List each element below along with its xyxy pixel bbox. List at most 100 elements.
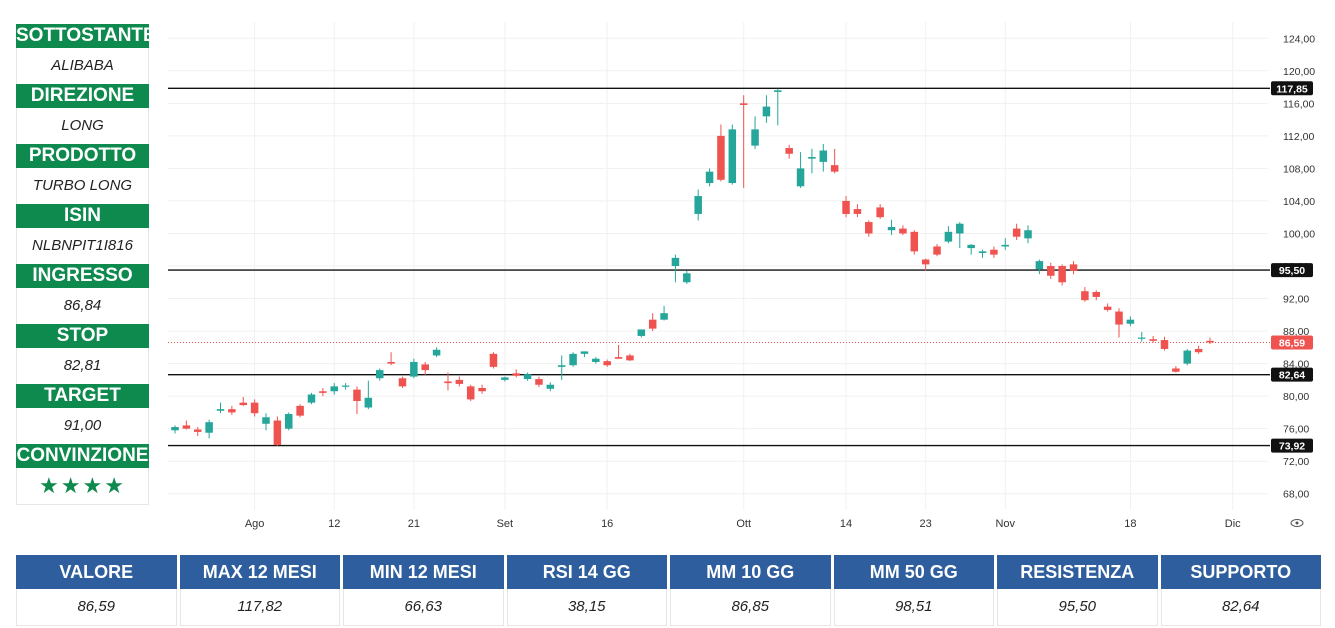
last-price-badge [1271, 335, 1313, 350]
candle-body [739, 103, 748, 105]
candle-body [182, 425, 191, 429]
candle-body [1024, 230, 1032, 239]
price-chart: 68,0072,0076,0080,0084,0088,0092,0096,00… [168, 22, 1315, 530]
candle-body [216, 409, 225, 411]
x-tick-label: 23 [920, 518, 932, 530]
sidebar-value: 86,84 [16, 288, 149, 324]
stats-value-cell: 98,51 [833, 589, 994, 626]
y-tick-label: 72,00 [1283, 456, 1309, 468]
candle-body [1194, 348, 1203, 353]
candle-body [899, 228, 907, 234]
candle-body [921, 259, 930, 265]
candle-body [592, 358, 600, 362]
level-label: 73,92 [1279, 441, 1305, 453]
candle-body [1035, 261, 1044, 270]
candle-body [683, 273, 691, 283]
candle-body [489, 353, 498, 367]
candle-body [319, 391, 327, 393]
candle-body [774, 90, 782, 92]
stats-header-row: VALORE MAX 12 MESI MIN 12 MESI RSI 14 GG MM … [16, 555, 1321, 589]
candle-body [671, 257, 680, 266]
eye-icon-pupil [1295, 521, 1299, 525]
candle-body [455, 379, 464, 384]
sidebar-label: ISIN [16, 204, 149, 228]
x-tick-label: Nov [995, 518, 1015, 530]
stats-header-cell: RESISTENZA [997, 555, 1158, 589]
signal-sidebar: SOTTOSTANTE ALIBABA DIREZIONE LONG PRODOTTO T… [16, 24, 156, 505]
candle-body [865, 222, 873, 234]
candle-body [705, 171, 714, 184]
candle-body [967, 244, 975, 249]
x-tick-label: Dic [1225, 518, 1241, 530]
candle-body [830, 165, 839, 172]
sidebar-label: TARGET [16, 384, 149, 408]
stats-header-cell: MAX 12 MESI [179, 555, 340, 589]
x-tick-label: 18 [1124, 518, 1136, 530]
candle-body [751, 129, 759, 146]
stats-header-cell: MM 50 GG [833, 555, 994, 589]
candle-body [284, 414, 293, 429]
candle-body [648, 319, 657, 329]
stats-header-cell: SUPPORTO [1160, 555, 1321, 589]
level-badge [1271, 263, 1313, 278]
candle-body [1047, 266, 1055, 276]
sidebar-value: 82,81 [16, 348, 149, 384]
candle-body [876, 207, 884, 218]
candle-body [262, 417, 270, 424]
candle-body [1069, 264, 1078, 271]
y-tick-label: 88,00 [1283, 326, 1309, 338]
candle-body [1058, 266, 1066, 283]
sidebar-value: TURBO LONG [16, 168, 149, 204]
level-label: 82,64 [1279, 370, 1305, 382]
level-badge [1271, 367, 1313, 382]
candle-body [353, 389, 361, 402]
candle-body [193, 429, 202, 432]
stats-value-row: 86,59 117,82 66,63 38,15 86,85 98,51 95,50 82,6… [16, 589, 1321, 626]
candle-body [387, 361, 395, 364]
last-price-label: 86,59 [1279, 338, 1305, 350]
stats-value-cell: 86,59 [16, 589, 177, 626]
sidebar-label: PRODOTTO [16, 144, 149, 168]
candle-body [557, 365, 566, 367]
y-tick-label: 116,00 [1283, 98, 1314, 110]
candle-body [501, 377, 509, 380]
y-tick-label: 124,00 [1283, 33, 1315, 45]
y-tick-label: 76,00 [1283, 424, 1309, 436]
stats-value-cell: 38,15 [506, 589, 667, 626]
stats-value-cell: 66,63 [343, 589, 504, 626]
stats-header-cell: VALORE [16, 555, 177, 589]
candle-body [660, 313, 668, 320]
sidebar-label: INGRESSO [16, 264, 149, 288]
candle-body [694, 196, 702, 214]
candle-body [1149, 339, 1157, 341]
y-tick-label: 80,00 [1283, 391, 1309, 403]
x-tick-label: 12 [328, 518, 340, 530]
y-tick-label: 108,00 [1283, 163, 1315, 175]
x-tick-label: 21 [408, 518, 420, 530]
candle-body [512, 373, 520, 376]
candle-body [239, 402, 247, 406]
candle-body [1160, 340, 1169, 349]
sidebar-value: NLBNPIT1I816 [16, 228, 149, 264]
candle-body [410, 361, 418, 377]
conviction-label: CONVINZIONE [16, 444, 149, 468]
x-tick-label: 16 [601, 518, 613, 530]
x-tick-label: Ott [736, 518, 751, 530]
y-tick-label: 120,00 [1283, 66, 1315, 78]
candle-body [853, 209, 862, 214]
stats-value-cell: 82,64 [1160, 589, 1321, 626]
x-tick-label: Set [497, 518, 514, 530]
stats-header-cell: MM 10 GG [670, 555, 831, 589]
candle-body [842, 200, 850, 214]
candle-body [785, 148, 793, 154]
candle-body [569, 353, 577, 366]
candle-body [796, 168, 805, 187]
candle-body [637, 329, 646, 336]
candle-body [1172, 368, 1180, 372]
y-tick-label: 92,00 [1283, 294, 1309, 306]
sidebar-value: ALIBABA [16, 48, 149, 84]
candle-body [466, 386, 475, 400]
candle-body [1126, 319, 1135, 324]
candle-body [1092, 292, 1101, 297]
candle-body [296, 405, 304, 416]
